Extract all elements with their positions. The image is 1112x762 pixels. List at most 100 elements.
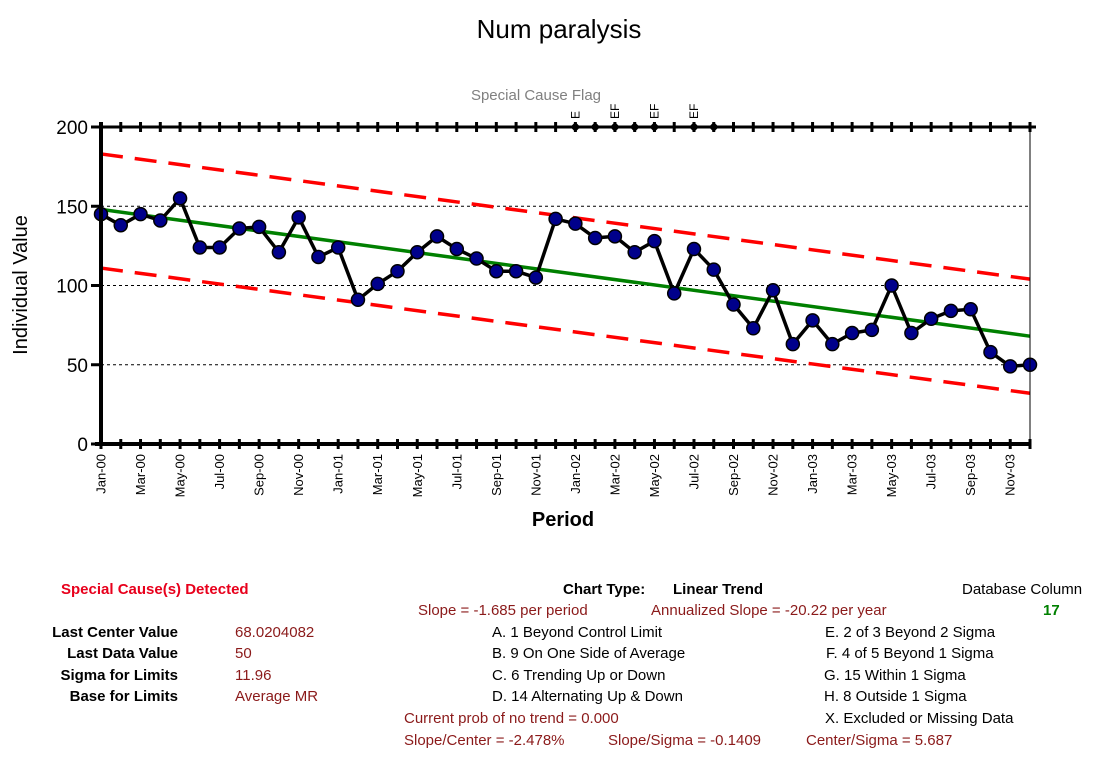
rule-b: B. 9 On One Side of Average (492, 645, 686, 662)
x-tick-label: Jul-02 (686, 454, 701, 489)
x-tick-label: Mar-02 (607, 454, 622, 495)
upper-control-limit (100, 152, 1031, 281)
special-cause-flag-label: E (568, 111, 582, 119)
last-data-label: Last Data Value (67, 645, 178, 662)
data-point (271, 244, 287, 260)
x-tick-label: Jan-03 (805, 454, 820, 494)
base-value: Average MR (235, 688, 319, 705)
last-center-value: 68.0204082 (235, 624, 315, 641)
data-point (607, 229, 623, 244)
x-tick-label: Mar-01 (370, 454, 385, 495)
sigma-label: Sigma for Limits (60, 667, 178, 684)
base-label: Base for Limits (69, 688, 178, 705)
x-tick-label: Jan-02 (568, 454, 583, 494)
data-point (390, 263, 405, 279)
chart-title: Num paralysis (477, 14, 642, 44)
data-point (706, 262, 721, 277)
data-point (172, 191, 188, 206)
data-point (627, 244, 642, 260)
y-tick-label: 150 (56, 197, 88, 218)
x-tick-label: Nov-00 (291, 454, 306, 496)
data-point (133, 206, 148, 222)
x-tick-label: Jul-00 (212, 454, 227, 489)
control-chart: Num paralysis Special Cause Flag Individ… (10, 14, 1038, 531)
x-tick-label: Sep-03 (963, 454, 978, 496)
data-point (548, 211, 563, 227)
chart-type-label: Chart Type: (563, 581, 646, 598)
data-point (370, 276, 385, 292)
slope-text: Slope = -1.685 per period (418, 602, 588, 619)
special-cause-flag (649, 122, 660, 132)
x-tick-label: May-01 (410, 454, 425, 497)
data-point (251, 219, 267, 235)
prob-no-trend: Current prob of no trend = 0.000 (404, 710, 619, 727)
special-cause-flag-label: Special Cause Flag (471, 87, 601, 104)
data-point (963, 302, 978, 317)
x-tick-label: Sep-02 (726, 454, 741, 496)
x-tick-label: Sep-00 (252, 454, 267, 496)
rule-x: X. Excluded or Missing Data (825, 710, 1014, 727)
last-data-value: 50 (235, 645, 252, 662)
data-point (647, 233, 662, 249)
x-tick-label: Mar-03 (845, 454, 860, 495)
data-point (805, 313, 820, 328)
data-point (666, 286, 682, 301)
data-point (765, 283, 781, 298)
data-point (844, 325, 860, 341)
data-point (212, 240, 227, 255)
database-column-label: Database Column (962, 581, 1083, 598)
data-point (330, 240, 346, 255)
lower-control-limit (100, 266, 1031, 396)
rule-h: H. 8 Outside 1 Sigma (824, 688, 967, 705)
data-point (864, 322, 880, 338)
x-tick-label: Sep-01 (489, 454, 504, 496)
data-point (449, 241, 465, 257)
special-cause-flag (629, 122, 640, 132)
slope-sigma: Slope/Sigma = -0.1409 (608, 732, 762, 749)
y-tick-label: 200 (56, 118, 88, 139)
last-center-label: Last Center Value (52, 624, 178, 641)
special-cause-flag (570, 122, 581, 132)
data-point (528, 270, 544, 285)
data-point (587, 230, 603, 246)
x-tick-label: Mar-00 (133, 454, 148, 495)
center-sigma: Center/Sigma = 5.687 (806, 732, 953, 749)
y-tick-label: 0 (77, 435, 88, 456)
annualized-slope-text: Annualized Slope = -20.22 per year (651, 602, 887, 619)
special-cause-flag (688, 122, 699, 132)
rule-a: A. 1 Beyond Control Limit (492, 624, 663, 641)
y-axis-label: Individual Value (10, 215, 32, 355)
sigma-value: 11.96 (235, 667, 272, 684)
rule-e: E. 2 of 3 Beyond 2 Sigma (825, 624, 996, 641)
data-point (429, 229, 445, 244)
special-cause-flag-label: EF (608, 104, 622, 119)
data-point (726, 297, 741, 312)
data-point (686, 241, 702, 257)
x-tick-label: Nov-01 (528, 454, 543, 496)
data-point (469, 251, 484, 266)
data-point (746, 321, 761, 336)
rule-c: C. 6 Trending Up or Down (492, 667, 666, 684)
data-point (943, 303, 959, 319)
special-cause-flag-label: EF (687, 104, 701, 119)
slope-center: Slope/Center = -2.478% (404, 732, 565, 749)
special-cause-flag (609, 122, 620, 132)
special-cause-flag (708, 122, 719, 132)
rule-g: G. 15 Within 1 Sigma (824, 667, 966, 684)
database-column-value: 17 (1043, 602, 1060, 619)
special-cause-detected: Special Cause(s) Detected (61, 581, 249, 598)
data-point (568, 216, 583, 231)
x-axis-label: Period (532, 509, 594, 531)
data-point (785, 336, 801, 352)
special-cause-flag (590, 122, 601, 132)
data-point (825, 336, 840, 352)
x-tick-label: May-02 (647, 454, 662, 497)
data-point (1002, 359, 1018, 374)
data-point (983, 344, 998, 360)
data-point (884, 278, 899, 293)
x-tick-label: Jul-01 (449, 454, 464, 489)
x-tick-label: Nov-02 (766, 454, 781, 496)
data-point (153, 213, 168, 228)
y-tick-label: 50 (67, 356, 88, 377)
rule-d: D. 14 Alternating Up & Down (492, 688, 683, 705)
